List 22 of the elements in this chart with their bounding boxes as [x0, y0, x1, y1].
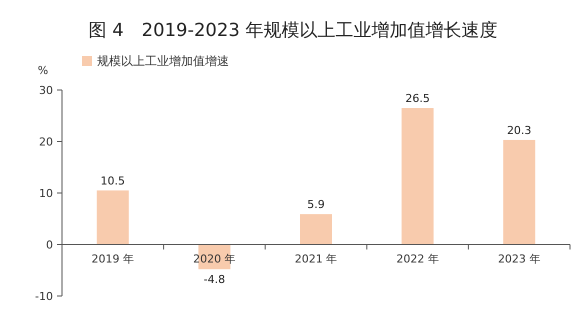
y-tick-label: 20 [39, 136, 53, 148]
x-tick-label: 2021 年 [294, 252, 338, 266]
x-tick-label: 2023 年 [498, 252, 540, 266]
y-axis-title: % [38, 64, 48, 77]
x-tick-label: 2022 年 [396, 252, 439, 266]
data-label: 5.9 [307, 198, 325, 212]
data-label: 20.3 [506, 124, 532, 137]
x-tick-label: 2020 年 [193, 252, 236, 266]
bar [96, 190, 129, 244]
bar [300, 214, 332, 244]
bar [402, 108, 434, 244]
bar [503, 140, 536, 244]
y-tick-label: 10 [39, 187, 53, 200]
y-tick-label: 0 [46, 238, 53, 252]
y-tick-label: -10 [35, 290, 53, 303]
data-label: 10.5 [100, 174, 126, 188]
data-label: 26.5 [405, 92, 430, 106]
y-tick-label: 30 [39, 84, 53, 97]
data-label: -4.8 [204, 273, 226, 286]
legend-label: 规模以上工业增加值增速 [97, 54, 229, 68]
x-tick-label: 2019 年 [92, 252, 134, 266]
chart-title: 图 4 2019-2023 年规模以上工业增加值增长速度 [88, 20, 498, 41]
